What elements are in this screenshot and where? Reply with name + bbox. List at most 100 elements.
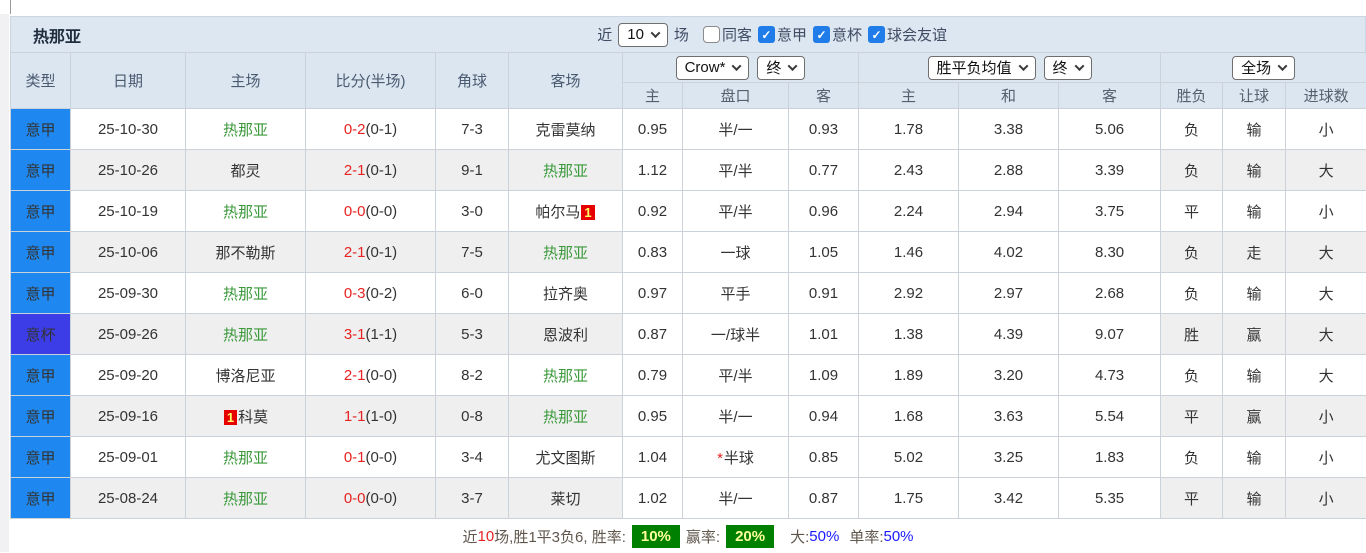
away-team[interactable]: 热那亚 xyxy=(509,355,623,396)
average-state-select[interactable]: 终 xyxy=(1044,56,1092,80)
team-name[interactable]: 热那亚 xyxy=(223,122,268,139)
avg-draw-value: 2.88 xyxy=(959,150,1059,191)
checkbox-label: 意杯 xyxy=(832,24,862,45)
result-wdl-value: 胜 xyxy=(1161,314,1223,355)
page-left-margin xyxy=(0,14,9,552)
subheader-odds-handicap: 盘口 xyxy=(683,83,789,109)
avg-away-value: 5.35 xyxy=(1059,478,1161,519)
team-name[interactable]: 热那亚 xyxy=(543,409,588,426)
odds-handicap-value: 半/一 xyxy=(683,478,789,519)
result-wdl-value: 负 xyxy=(1161,150,1223,191)
filter-checkbox-same-venue[interactable]: 同客 xyxy=(703,24,752,45)
result-handicap-value: 输 xyxy=(1223,437,1286,478)
team-name[interactable]: 都灵 xyxy=(230,163,260,180)
team-name[interactable]: 博洛尼亚 xyxy=(215,368,275,385)
odds-away-value: 0.87 xyxy=(789,478,859,519)
matches-table: 类型 日期 主场 比分(半场) 角球 客场 Crow* 终 xyxy=(10,52,1366,519)
odds-group-header: Crow* 终 xyxy=(623,53,859,83)
home-team[interactable]: 热那亚 xyxy=(186,478,306,519)
average-select[interactable]: 胜平负均值 xyxy=(928,56,1036,80)
result-wdl-value: 负 xyxy=(1161,109,1223,150)
league-type-badge: 意甲 xyxy=(11,437,71,478)
matches-tbody: 意甲 25-10-30 热那亚 0-2(0-1) 7-3 克雷莫纳 0.95 半… xyxy=(11,109,1366,519)
checkbox-label: 意甲 xyxy=(777,24,807,45)
home-team[interactable]: 那不勒斯 xyxy=(186,232,306,273)
subheader-avg-draw: 和 xyxy=(959,83,1059,109)
away-team[interactable]: 热那亚 xyxy=(509,396,623,437)
team-name[interactable]: 热那亚 xyxy=(223,450,268,467)
result-goals-value: 大 xyxy=(1286,355,1366,396)
home-team[interactable]: 都灵 xyxy=(186,150,306,191)
halftime-score: (0-0) xyxy=(366,490,398,507)
away-team[interactable]: 热那亚 xyxy=(509,150,623,191)
col-header-home: 主场 xyxy=(186,53,306,109)
win-rate-badge: 10% xyxy=(632,525,680,548)
avg-away-value: 5.06 xyxy=(1059,109,1161,150)
home-team[interactable]: 博洛尼亚 xyxy=(186,355,306,396)
home-team[interactable]: 热那亚 xyxy=(186,191,306,232)
odds-handicap-value: 一/球半 xyxy=(683,314,789,355)
home-team[interactable]: 热那亚 xyxy=(186,273,306,314)
away-team[interactable]: 拉齐奥 xyxy=(509,273,623,314)
away-team[interactable]: 热那亚 xyxy=(509,232,623,273)
corner-score: 7-3 xyxy=(436,109,509,150)
filter-checkbox-club-friendly[interactable]: ✓ 球会友谊 xyxy=(868,24,947,45)
recent-count-select[interactable]: 10 xyxy=(618,23,668,47)
team-name[interactable]: 热那亚 xyxy=(223,327,268,344)
avg-away-value: 1.83 xyxy=(1059,437,1161,478)
home-team[interactable]: 热那亚 xyxy=(186,109,306,150)
away-team[interactable]: 恩波利 xyxy=(509,314,623,355)
team-name[interactable]: 科莫 xyxy=(238,409,268,426)
team-name[interactable]: 尤文图斯 xyxy=(535,450,595,467)
period-select[interactable]: 全场 xyxy=(1232,56,1295,80)
col-header-score: 比分(半场) xyxy=(306,53,436,109)
avg-home-value: 2.92 xyxy=(859,273,959,314)
team-name[interactable]: 那不勒斯 xyxy=(215,245,275,262)
team-name[interactable]: 克雷莫纳 xyxy=(535,122,595,139)
halftime-score: (0-0) xyxy=(366,449,398,466)
odds-handicap-value: 平/半 xyxy=(683,150,789,191)
team-name[interactable]: 热那亚 xyxy=(223,491,268,508)
away-team[interactable]: 莱切 xyxy=(509,478,623,519)
fulltime-score: 2-1 xyxy=(344,162,366,179)
team-name[interactable]: 热那亚 xyxy=(543,368,588,385)
team-name[interactable]: 热那亚 xyxy=(543,245,588,262)
footer-big-value: 50% xyxy=(809,528,839,545)
team-name[interactable]: 热那亚 xyxy=(223,204,268,221)
fulltime-score: 2-1 xyxy=(344,367,366,384)
match-history-panel: 热那亚 近 10 场 同客 ✓ 意甲 ✓ 意杯 ✓ 球会友谊 xyxy=(10,16,1366,553)
bookmaker-select[interactable]: Crow* xyxy=(676,56,750,80)
avg-away-value: 5.54 xyxy=(1059,396,1161,437)
result-wdl-value: 负 xyxy=(1161,437,1223,478)
bookmaker-select-value: Crow* xyxy=(685,59,726,76)
filter-checkbox-coppa-italia[interactable]: ✓ 意杯 xyxy=(813,24,862,45)
odds-away-value: 1.01 xyxy=(789,314,859,355)
away-team[interactable]: 克雷莫纳 xyxy=(509,109,623,150)
team-name[interactable]: 拉齐奥 xyxy=(543,286,588,303)
score-cell: 0-0(0-0) xyxy=(306,191,436,232)
team-name[interactable]: 热那亚 xyxy=(543,163,588,180)
table-row: 意甲 25-10-26 都灵 2-1(0-1) 9-1 热那亚 1.12 平/半… xyxy=(11,150,1366,191)
red-number-badge: 1 xyxy=(581,205,594,220)
home-team[interactable]: 热那亚 xyxy=(186,314,306,355)
checkbox-icon: ✓ xyxy=(758,26,775,43)
team-name[interactable]: 恩波利 xyxy=(543,327,588,344)
footer-win-label: 赢率: xyxy=(686,526,720,547)
avg-home-value: 2.24 xyxy=(859,191,959,232)
avg-draw-value: 4.39 xyxy=(959,314,1059,355)
team-name[interactable]: 莱切 xyxy=(550,491,580,508)
fulltime-score: 1-1 xyxy=(344,408,366,425)
result-handicap-value: 输 xyxy=(1223,273,1286,314)
team-name[interactable]: 热那亚 xyxy=(223,286,268,303)
home-team[interactable]: 热那亚 xyxy=(186,437,306,478)
team-name[interactable]: 帕尔马 xyxy=(535,204,580,221)
bookmaker-state-select[interactable]: 终 xyxy=(757,56,805,80)
filter-checkbox-serie-a[interactable]: ✓ 意甲 xyxy=(758,24,807,45)
league-type-badge: 意甲 xyxy=(11,109,71,150)
avg-draw-value: 3.38 xyxy=(959,109,1059,150)
fulltime-score: 0-1 xyxy=(344,449,366,466)
away-team[interactable]: 尤文图斯 xyxy=(509,437,623,478)
